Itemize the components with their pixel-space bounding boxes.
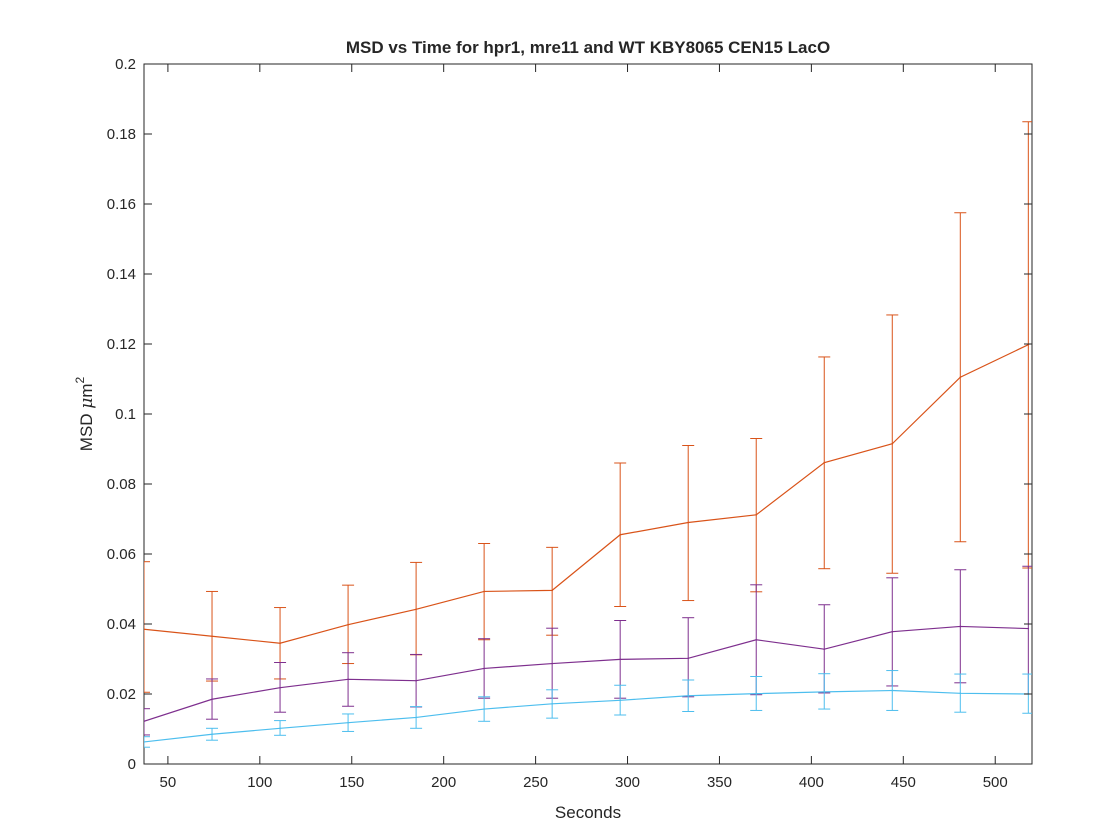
series-3 xyxy=(144,670,1032,748)
y-axis-label-mu: μ xyxy=(77,398,97,409)
data-point-3-6 xyxy=(483,708,485,710)
x-axis-label: Seconds xyxy=(555,803,621,822)
y-axis-label-unit: m xyxy=(77,383,96,397)
ticks-layer: 50 100 150 200 250 300 350 400 450 500 0 0.02 0.04 0.… xyxy=(107,56,1032,791)
y-tick-label: 0.14 xyxy=(107,266,136,283)
data-point-2-8 xyxy=(619,658,621,661)
y-tick-label: 0.18 xyxy=(107,126,136,143)
data-point-2-11 xyxy=(823,648,826,650)
data-point-3-10 xyxy=(755,692,758,695)
data-point-1-1 xyxy=(144,628,145,631)
data-point-1-12 xyxy=(891,442,894,445)
data-point-3-4 xyxy=(347,721,349,724)
data-point-3-3 xyxy=(279,727,281,730)
y-tick-label: 0.08 xyxy=(107,476,136,493)
data-point-1-8 xyxy=(619,533,621,536)
plot-area-frame xyxy=(143,63,1033,765)
data-point-1-4 xyxy=(347,623,349,626)
data-point-1-10 xyxy=(755,514,758,516)
data-point-1-5 xyxy=(415,608,417,611)
x-tick-label: 300 xyxy=(615,774,640,791)
y-axis-label: MSD μm2 xyxy=(73,376,97,451)
x-tick-label: 100 xyxy=(247,774,272,791)
data-point-3-1 xyxy=(144,741,145,743)
data-point-3-13 xyxy=(959,692,962,695)
data-point-2-9 xyxy=(687,657,689,660)
x-tick-label: 450 xyxy=(891,774,916,791)
data-point-1-13 xyxy=(959,376,962,379)
data-point-2-4 xyxy=(347,678,349,681)
data-point-2-12 xyxy=(891,630,894,633)
data-point-1-9 xyxy=(687,521,689,524)
data-point-2-6 xyxy=(483,667,485,670)
x-tick-label: 250 xyxy=(523,774,548,791)
data-point-3-11 xyxy=(823,691,826,693)
y-tick-label: 0.04 xyxy=(107,616,136,633)
data-point-2-1 xyxy=(144,720,145,723)
y-tick-label: 0.02 xyxy=(107,686,136,703)
data-point-3-12 xyxy=(891,689,894,692)
data-point-3-9 xyxy=(687,694,689,697)
y-axis-label-main: MSD xyxy=(77,409,96,452)
data-point-2-3 xyxy=(279,686,281,689)
data-point-3-7 xyxy=(551,703,553,705)
data-point-1-6 xyxy=(483,590,485,593)
data-point-2-14 xyxy=(1027,627,1030,630)
data-point-1-7 xyxy=(551,589,553,592)
data-point-1-2 xyxy=(211,635,213,638)
x-tick-label: 500 xyxy=(983,774,1008,791)
y-tick-label: 0.16 xyxy=(107,196,136,213)
y-tick-label: 0.2 xyxy=(115,56,136,73)
y-tick-label: 0.12 xyxy=(107,336,136,353)
x-tick-label: 200 xyxy=(431,774,456,791)
y-axis-label-exponent: 2 xyxy=(73,376,87,383)
series-line-2 xyxy=(144,625,1029,722)
x-tick-label: 50 xyxy=(160,774,177,791)
data-point-3-5 xyxy=(415,716,417,719)
y-tick-label: 0.1 xyxy=(115,406,136,423)
data-point-2-7 xyxy=(551,662,553,665)
data-point-1-3 xyxy=(279,642,281,645)
series-2 xyxy=(144,565,1032,736)
x-tick-label: 400 xyxy=(799,774,824,791)
chart-title: MSD vs Time for hpr1, mre11 and WT KBY80… xyxy=(346,38,830,57)
series-layer xyxy=(144,121,1032,748)
data-point-2-2 xyxy=(211,698,213,701)
x-tick-label: 150 xyxy=(339,774,364,791)
data-point-2-10 xyxy=(755,638,758,641)
data-point-3-8 xyxy=(619,699,621,702)
y-tick-label: 0.06 xyxy=(107,546,136,563)
x-tick-label: 350 xyxy=(707,774,732,791)
data-point-2-13 xyxy=(959,625,962,628)
series-line-1 xyxy=(144,344,1029,644)
y-tick-label: 0 xyxy=(128,756,136,773)
data-point-2-5 xyxy=(415,679,417,682)
series-line-3 xyxy=(144,689,1029,743)
data-point-3-2 xyxy=(211,733,213,736)
series-1 xyxy=(144,121,1032,693)
data-point-1-11 xyxy=(823,461,826,464)
